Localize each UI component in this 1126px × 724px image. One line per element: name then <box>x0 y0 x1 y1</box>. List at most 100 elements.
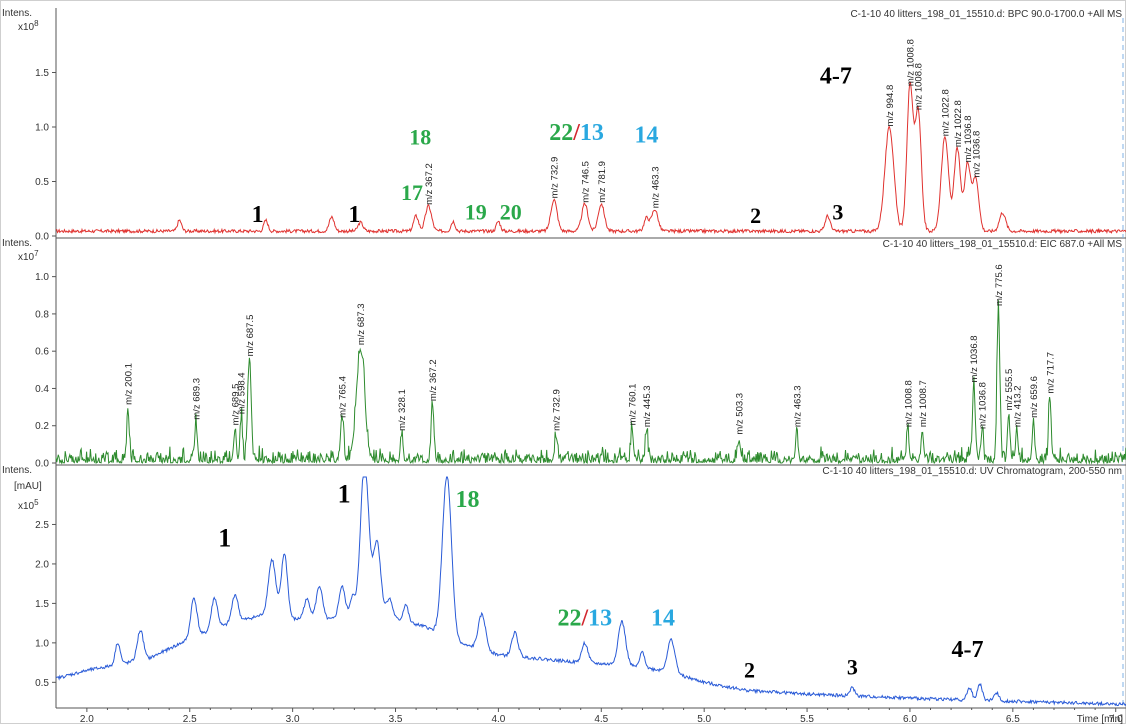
panel-header: C-1-10 40 litters_198_01_15510.d: UV Chr… <box>822 466 1122 477</box>
y-tick-label: 0.6 <box>35 347 49 358</box>
mz-annotation: m/z 717.7 <box>1045 352 1056 394</box>
compound-label: 18 <box>409 124 431 149</box>
y-axis-label: Intens. <box>2 238 32 249</box>
compound-label: 1 <box>218 524 231 553</box>
mz-annotation: m/z 781.9 <box>597 161 608 203</box>
mz-annotation: m/z 555.5 <box>1004 369 1015 411</box>
y-tick-label: 0.0 <box>35 232 49 243</box>
mz-annotation: m/z 732.9 <box>552 389 563 431</box>
mz-annotation: m/z 765.4 <box>338 376 349 418</box>
mz-annotation: m/z 760.1 <box>628 384 639 426</box>
y-tick-label: 0.2 <box>35 421 49 432</box>
mz-annotation: m/z 1036.8 <box>969 335 980 382</box>
mz-annotation: m/z 200.1 <box>124 363 135 405</box>
trace-line <box>55 300 1126 465</box>
mz-annotation: m/z 1036.8 <box>977 382 988 429</box>
mz-annotation: m/z 1008.8 <box>905 39 916 86</box>
mz-annotation: m/z 1022.8 <box>940 89 951 136</box>
mz-annotation: m/z 367.2 <box>428 359 439 401</box>
y-tick-label: 2.5 <box>35 520 49 531</box>
mz-annotation: m/z 1008.7 <box>918 380 929 427</box>
x-axis-title: Time [min] <box>1077 714 1124 724</box>
panel-header: C-1-10 40 litters_198_01_15510.d: BPC 90… <box>850 9 1122 20</box>
compound-label: 1 <box>338 479 351 508</box>
compound-label: 19 <box>465 200 487 225</box>
y-tick-label: 0.4 <box>35 384 49 395</box>
compound-label: 18 <box>456 487 480 513</box>
x-tick-label: 5.0 <box>697 714 711 724</box>
compound-label: 14 <box>635 122 659 148</box>
panel-uv: C-1-10 40 litters_198_01_15510.d: UV Chr… <box>2 465 1126 709</box>
y-tick-label: 0.0 <box>35 459 49 470</box>
y-axis-exponent: x108 <box>18 19 39 33</box>
x-tick-label: 6.5 <box>1006 714 1020 724</box>
y-axis-label: Intens. <box>2 465 32 476</box>
compound-label: 4-7 <box>952 637 984 663</box>
mz-annotation: m/z 775.6 <box>994 264 1005 306</box>
y-axis-exponent: x107 <box>18 249 39 263</box>
mz-annotation: m/z 1008.8 <box>903 380 914 427</box>
y-tick-label: 1.0 <box>35 123 49 134</box>
mz-annotation: m/z 687.5 <box>245 315 256 357</box>
mz-annotation: m/z 1036.8 <box>971 131 982 178</box>
panel-bpc: C-1-10 40 litters_198_01_15510.d: BPC 90… <box>2 8 1126 243</box>
y-tick-label: 0.5 <box>35 678 49 689</box>
mz-annotation: m/z 445.3 <box>642 385 653 427</box>
mz-annotation: m/z 463.3 <box>792 385 803 427</box>
mz-annotation: m/z 367.2 <box>424 163 435 205</box>
y-tick-label: 1.0 <box>35 638 49 649</box>
y-tick-label: 2.0 <box>35 559 49 570</box>
x-tick-label: 5.5 <box>800 714 814 724</box>
y-axis-exponent: x105 <box>18 498 39 512</box>
mz-annotation: m/z 1008.8 <box>914 63 925 110</box>
compound-label: 20 <box>500 200 522 225</box>
mz-annotation: m/z 598.4 <box>237 372 248 414</box>
trace-line <box>55 476 1126 707</box>
x-tick-label: 3.5 <box>389 714 403 724</box>
mz-annotation: m/z 732.9 <box>549 157 560 199</box>
panel-eic: C-1-10 40 litters_198_01_15510.d: EIC 68… <box>2 238 1126 470</box>
y-tick-label: 0.8 <box>35 309 49 320</box>
x-tick-label: 7.0 <box>1109 714 1123 724</box>
mz-annotation: m/z 503.3 <box>735 393 746 435</box>
mz-annotation: m/z 689.3 <box>191 378 202 420</box>
mz-annotation: m/z 689.5 <box>231 384 242 426</box>
panel-header: C-1-10 40 litters_198_01_15510.d: EIC 68… <box>883 239 1123 250</box>
y-tick-label: 1.5 <box>35 599 49 610</box>
x-tick-label: 3.0 <box>286 714 300 724</box>
compound-label-combined: 22/13 <box>557 605 612 631</box>
mz-annotation: m/z 994.8 <box>885 85 896 127</box>
x-tick-label: 4.5 <box>594 714 608 724</box>
compound-label: 1 <box>348 202 360 228</box>
y-tick-label: 0.5 <box>35 177 49 188</box>
compound-label: 1 <box>252 202 264 228</box>
mz-annotation: m/z 328.1 <box>397 389 408 431</box>
compound-label: 2 <box>750 203 761 228</box>
compound-label: 17 <box>401 180 423 205</box>
y-axis-label: Intens. <box>2 8 32 19</box>
compound-label: 4-7 <box>820 63 852 89</box>
y-tick-label: 1.5 <box>35 68 49 79</box>
compound-label: 3 <box>832 200 843 225</box>
x-tick-label: 2.0 <box>80 714 94 724</box>
x-tick-label: 2.5 <box>183 714 197 724</box>
mz-annotation: m/z 659.6 <box>1029 376 1040 418</box>
x-tick-label: 4.0 <box>491 714 505 724</box>
compound-label-combined: 22/13 <box>549 120 604 146</box>
mz-annotation: m/z 1036.8 <box>963 115 974 162</box>
trace-line <box>55 81 1126 235</box>
compound-label: 3 <box>847 654 858 679</box>
y-tick-label: 1.0 <box>35 272 49 283</box>
mz-annotation: m/z 1022.8 <box>953 100 964 147</box>
compound-label: 14 <box>651 605 675 631</box>
mz-annotation: m/z 463.3 <box>650 166 661 208</box>
mz-annotation: m/z 687.3 <box>356 303 367 345</box>
mz-annotation: m/z 746.5 <box>580 161 591 203</box>
y-axis-unit: [mAU] <box>14 481 42 492</box>
mz-annotation: m/z 413.2 <box>1012 385 1023 427</box>
compound-label: 2 <box>744 658 755 683</box>
x-tick-label: 6.0 <box>903 714 917 724</box>
